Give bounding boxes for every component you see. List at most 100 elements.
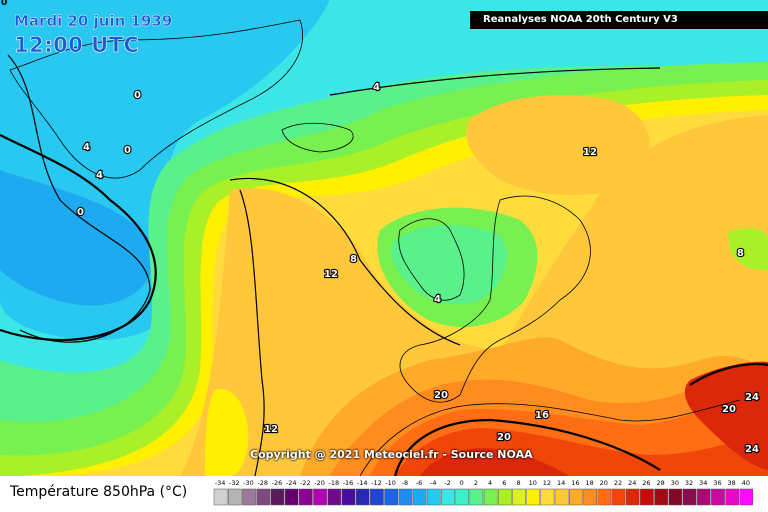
scale-tick-label: 6 xyxy=(502,479,506,487)
hot-east xyxy=(684,361,768,470)
scale-swatch xyxy=(497,488,512,506)
scale-tick-label: 28 xyxy=(656,479,664,487)
legend-bar: Température 850hPa (°C) -34 -32 -30 -28 -26-… xyxy=(0,476,768,512)
scale-tick-label: 14 xyxy=(557,479,565,487)
scale-tick-label: 0 xyxy=(460,479,464,487)
isotherm-12-south xyxy=(239,189,265,476)
scale-swatch xyxy=(668,488,683,506)
scale-swatch xyxy=(327,488,342,506)
scale-swatch xyxy=(696,488,711,506)
contour-label: 8 xyxy=(350,254,357,265)
scale-swatch xyxy=(725,488,740,506)
scale-swatch xyxy=(441,488,455,506)
east-cool xyxy=(728,228,768,271)
scale-swatch xyxy=(597,488,612,506)
contour-label: 0 xyxy=(134,90,141,101)
contour-label: 20 xyxy=(497,432,511,443)
scale-tick-label: -28 xyxy=(257,479,268,487)
scale-swatch xyxy=(711,488,725,506)
scale-tick-label: -30 xyxy=(243,479,254,487)
scale-tick-label: 16 xyxy=(571,479,579,487)
scale-tick-label: -12 xyxy=(371,479,382,487)
contour-label: 8 xyxy=(737,248,744,259)
contour-label: 12 xyxy=(324,269,338,280)
scale-swatch xyxy=(526,488,541,506)
europe-coast xyxy=(399,195,591,403)
contour-label: 16 xyxy=(535,410,549,421)
copyright-text: Copyright @ 2021 Meteociel.fr - Source N… xyxy=(250,448,533,461)
scale-swatch xyxy=(739,488,753,506)
scale-swatch xyxy=(611,488,626,506)
scale-tick-label: -18 xyxy=(328,479,339,487)
legend-title: Température 850hPa (°C) xyxy=(10,484,188,500)
isotherm-4 xyxy=(329,67,661,96)
scale-tick-label: 24 xyxy=(628,479,636,487)
africa-coast xyxy=(359,399,741,476)
scale-swatch xyxy=(299,488,313,506)
contour-label: 4 xyxy=(96,170,103,181)
scale-swatch xyxy=(654,488,668,506)
scale-tick-label: 10 xyxy=(529,479,537,487)
scale-swatch xyxy=(355,488,370,506)
scale-swatch xyxy=(242,488,256,506)
isotherm-20-bold xyxy=(393,418,661,476)
scandinavia-warm xyxy=(466,95,650,195)
temp-band-24 xyxy=(420,448,570,476)
chart-date: Mardi 20 juin 1939 xyxy=(14,12,173,30)
scale-swatch xyxy=(398,488,413,506)
isotherm-0-bold xyxy=(0,134,157,342)
scale-swatch xyxy=(256,488,271,506)
scale-tick-label: 4 xyxy=(488,479,492,487)
scale-tick-label: -2 xyxy=(444,479,450,487)
scale-swatch xyxy=(412,488,427,506)
contour-label: 4 xyxy=(434,294,441,305)
iceland-coast xyxy=(281,122,354,153)
isotherm-8 xyxy=(229,178,461,346)
scale-tick-label: -14 xyxy=(357,479,368,487)
scale-tick-label: -8 xyxy=(402,479,408,487)
scale-swatch xyxy=(540,488,555,506)
scale-tick-label: 34 xyxy=(699,479,707,487)
scale-swatch xyxy=(313,488,327,506)
color-scale: -34 -32 -30 -28 -26 -24 -22 -20 -18 -16 -14 -12 -10-… xyxy=(213,479,753,506)
scale-swatch xyxy=(455,488,470,506)
scale-tick-label: 20 xyxy=(600,479,608,487)
contour-label: 4 xyxy=(83,142,90,153)
contour-label: 0 xyxy=(77,207,84,218)
scale-swatch xyxy=(512,488,526,506)
corner-label: 0 xyxy=(1,0,8,8)
scale-tick-label: -16 xyxy=(343,479,354,487)
scale-swatch xyxy=(270,488,285,506)
scale-tick-label: -26 xyxy=(272,479,283,487)
contour-label: 12 xyxy=(583,147,597,158)
scale-tick-label: 32 xyxy=(685,479,693,487)
isotherm-0 xyxy=(7,54,151,343)
scale-swatch xyxy=(426,488,441,506)
scale-swatch xyxy=(227,488,242,506)
scale-tick-label: 40 xyxy=(742,479,750,487)
scale-swatch xyxy=(341,488,356,506)
british-isles-coast xyxy=(398,218,465,301)
scale-tick-label: -20 xyxy=(314,479,325,487)
british-isles-cool-inner xyxy=(391,224,508,304)
greenland-coast xyxy=(9,19,303,179)
scale-tick-label: -34 xyxy=(215,479,226,487)
scale-tick-label: 8 xyxy=(516,479,520,487)
scale-swatch xyxy=(625,488,640,506)
contour-label: 0 xyxy=(124,145,131,156)
cold-core xyxy=(0,170,154,306)
scale-tick-label: 2 xyxy=(474,479,478,487)
scale-swatch xyxy=(469,488,484,506)
isotherm-24-bold xyxy=(689,362,768,386)
scale-swatch xyxy=(284,488,299,506)
scale-tick-label: -6 xyxy=(416,479,422,487)
contour-label: 20 xyxy=(722,404,736,415)
contour-label: 24 xyxy=(745,392,759,403)
contour-label: 20 xyxy=(434,390,448,401)
contour-label: 4 xyxy=(373,82,380,93)
contour-label: 12 xyxy=(264,424,278,435)
scale-tick-label: 26 xyxy=(642,479,650,487)
scale-swatch xyxy=(483,488,498,506)
source-banner: Reanalyses NOAA 20th Century V3 xyxy=(470,11,768,29)
